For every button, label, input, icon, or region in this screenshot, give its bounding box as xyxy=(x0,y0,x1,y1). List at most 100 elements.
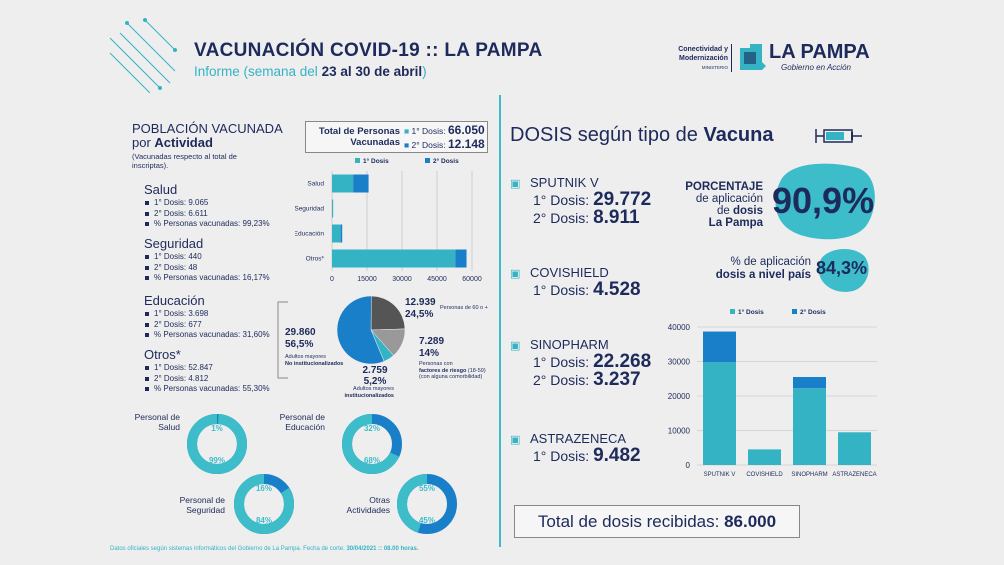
donut-dose2-pct: 55% xyxy=(419,484,435,493)
pie-desc-riesgo: Personas con factores de riesgo (18-59) … xyxy=(419,361,486,380)
pie-desc-no-institucionalizados: Adultos mayores No institucionalizados xyxy=(285,354,344,367)
otros-pie-chart xyxy=(336,295,406,365)
bar xyxy=(340,224,343,243)
y-tick-label: Salud xyxy=(307,181,324,188)
pie-desc-60plus: Personas de 60 o + xyxy=(440,305,488,311)
footer-note: Datos oficiales según sistemas informáti… xyxy=(110,546,419,552)
legend-swatch xyxy=(355,158,360,163)
ministry-logo: Conectividad y Modernización MINISTERIO xyxy=(678,46,728,70)
activity-name: Otros* xyxy=(144,347,181,362)
legend-label: 2° Dosis xyxy=(800,308,826,316)
vaccine-name: ASTRAZENECA xyxy=(530,431,627,446)
vial-icon: ▣ xyxy=(510,434,521,446)
vaccine-name: SPUTNIK V xyxy=(530,175,599,190)
donut-chart-seguridad: 16% 84% xyxy=(234,474,294,534)
totals-values: ■ 1° Dosis: 66.050 ■ 2° Dosis: 12.148 xyxy=(404,123,485,151)
pct-local-value: 90,9% xyxy=(772,180,875,221)
activity-otros: Otros* 1° Dosis: 52.847 2° Dosis: 4.812% … xyxy=(144,347,270,393)
vaccine-sinopharm: ▣ SINOPHARM 1° Dosis: 22.268 2° Dosis: 3… xyxy=(510,337,652,390)
donut-dose1-arc xyxy=(234,474,294,534)
pie-label-60plus: 12.939 24,5% xyxy=(405,297,436,320)
bar xyxy=(353,174,369,193)
x-tick-label: 0 xyxy=(330,276,334,283)
legend-swatch xyxy=(425,158,430,163)
vaccine-sputnik: ▣ SPUTNIK V 1° Dosis: 29.772 2° Dosis: 8… xyxy=(510,175,652,228)
donut-dose1-pct: 68% xyxy=(364,456,380,465)
pie-desc-institucionalizados: Adultos mayores institucionalizados xyxy=(344,386,394,399)
activity-name: Educación xyxy=(144,293,205,308)
otros-bracket xyxy=(277,301,288,379)
y-tick-label: 20000 xyxy=(668,392,691,401)
donut-dose1-pct: 99% xyxy=(209,456,225,465)
pie-label-institucionalizados: 2.759 5,2% xyxy=(362,365,388,387)
totals-box: Total de Personas Vacunadas ■ 1° Dosis: … xyxy=(305,121,488,153)
vertical-divider xyxy=(499,95,501,547)
bar xyxy=(748,449,781,465)
bar xyxy=(703,362,736,465)
circuit-decoration xyxy=(109,18,177,93)
vaccine-name: COVISHIELD xyxy=(530,265,609,280)
x-tick-label: ASTRAZENECA xyxy=(832,472,876,478)
bar xyxy=(332,199,334,218)
bar xyxy=(332,174,354,193)
pie-label-riesgo: 7.289 14% xyxy=(419,336,445,359)
activity-name: Salud xyxy=(144,182,178,197)
y-tick-label: 0 xyxy=(686,461,691,470)
activity-name: Seguridad xyxy=(144,236,204,251)
pie-slice xyxy=(336,295,385,365)
legend-label: 2° Dosis xyxy=(433,157,459,165)
activity-educacion: Educación 1° Dosis: 3.698 2° Dosis: 677% … xyxy=(144,293,270,339)
page-title: VACUNACIÓN COVID-19 :: LA PAMPA xyxy=(194,40,543,61)
x-tick-label: 30000 xyxy=(392,276,412,283)
brand-name: LA PAMPA xyxy=(769,41,870,63)
doses-section-title: DOSIS según tipo de Vacuna xyxy=(510,124,774,146)
bar xyxy=(703,331,736,363)
donut-label-educacion: Personal de Educación xyxy=(279,412,325,432)
x-tick-label: 45000 xyxy=(427,276,447,283)
y-tick-label: 40000 xyxy=(668,323,691,332)
vaccine-astrazeneca: ▣ ASTRAZENECA 1° Dosis: 9.482 xyxy=(510,431,641,466)
pct-country-value: 84,3% xyxy=(816,258,868,278)
x-tick-label: 60000 xyxy=(462,276,482,283)
population-section-title: POBLACIÓN VACUNADA por Actividad xyxy=(132,121,283,150)
pct-local-label: PORCENTAJE de aplicación de dosis La Pam… xyxy=(685,181,763,229)
donut-dose2-pct: 32% xyxy=(364,424,380,433)
page-subtitle: Informe (semana del 23 al 30 de abril) xyxy=(194,64,427,79)
vial-icon: ▣ xyxy=(510,340,521,352)
vaccine-covishield: ▣ COVISHIELD 1° Dosis: 4.528 xyxy=(510,265,641,300)
donut-dose1-pct: 84% xyxy=(256,516,272,525)
vaccine-bar-chart: 1° Dosis 2° Dosis 0 10000 20000 30000 40000 SPU… xyxy=(668,308,877,478)
brand-tagline: Gobierno en Acción xyxy=(781,63,851,72)
x-tick-label: SPUTNIK V xyxy=(704,472,736,478)
donut-dose1-arc xyxy=(187,414,247,474)
y-tick-label: Seguridad xyxy=(295,206,324,213)
vial-icon: ▣ xyxy=(510,268,521,280)
pct-local-blob xyxy=(775,163,875,240)
legend-label: 1° Dosis xyxy=(738,308,764,316)
activity-bar-chart: 1° Dosis 2° Dosis 0 15000 30000 45000 60000 Sal… xyxy=(295,157,482,283)
bar xyxy=(793,377,826,389)
x-tick-label: SINOPHARM xyxy=(791,472,827,478)
donut-label-otras: Otras Actividades xyxy=(346,495,390,515)
logo-divider xyxy=(731,44,732,72)
syringe-icon xyxy=(815,129,862,143)
donut-dose1-pct: 45% xyxy=(419,516,435,525)
legend-swatch xyxy=(792,309,797,314)
y-tick-label: 10000 xyxy=(668,427,691,436)
donut-chart-otras: 55% 45% xyxy=(397,474,457,534)
donut-dose1-arc xyxy=(397,474,457,534)
y-tick-label: Otros* xyxy=(306,256,325,263)
activity-salud: Salud 1° Dosis: 9.065 2° Dosis: 6.611% Pe… xyxy=(144,182,270,228)
bar xyxy=(332,224,341,243)
donut-label-salud: Personal de Salud xyxy=(134,412,180,432)
bar xyxy=(838,432,871,465)
y-tick-label: Educación xyxy=(295,231,324,238)
vial-icon: ▣ xyxy=(510,178,521,190)
pct-country-blob xyxy=(818,248,869,292)
donut-label-seguridad: Personal de Seguridad xyxy=(179,495,225,515)
vaccine-name: SINOPHARM xyxy=(530,337,609,352)
population-section-note: (Vacunadas respecto al total de inscript… xyxy=(132,152,237,170)
bar xyxy=(332,249,456,268)
pie-label-no-institucionalizados: 29.860 56,5% xyxy=(285,327,316,350)
donut-chart-salud: 1% 99% xyxy=(187,414,247,474)
